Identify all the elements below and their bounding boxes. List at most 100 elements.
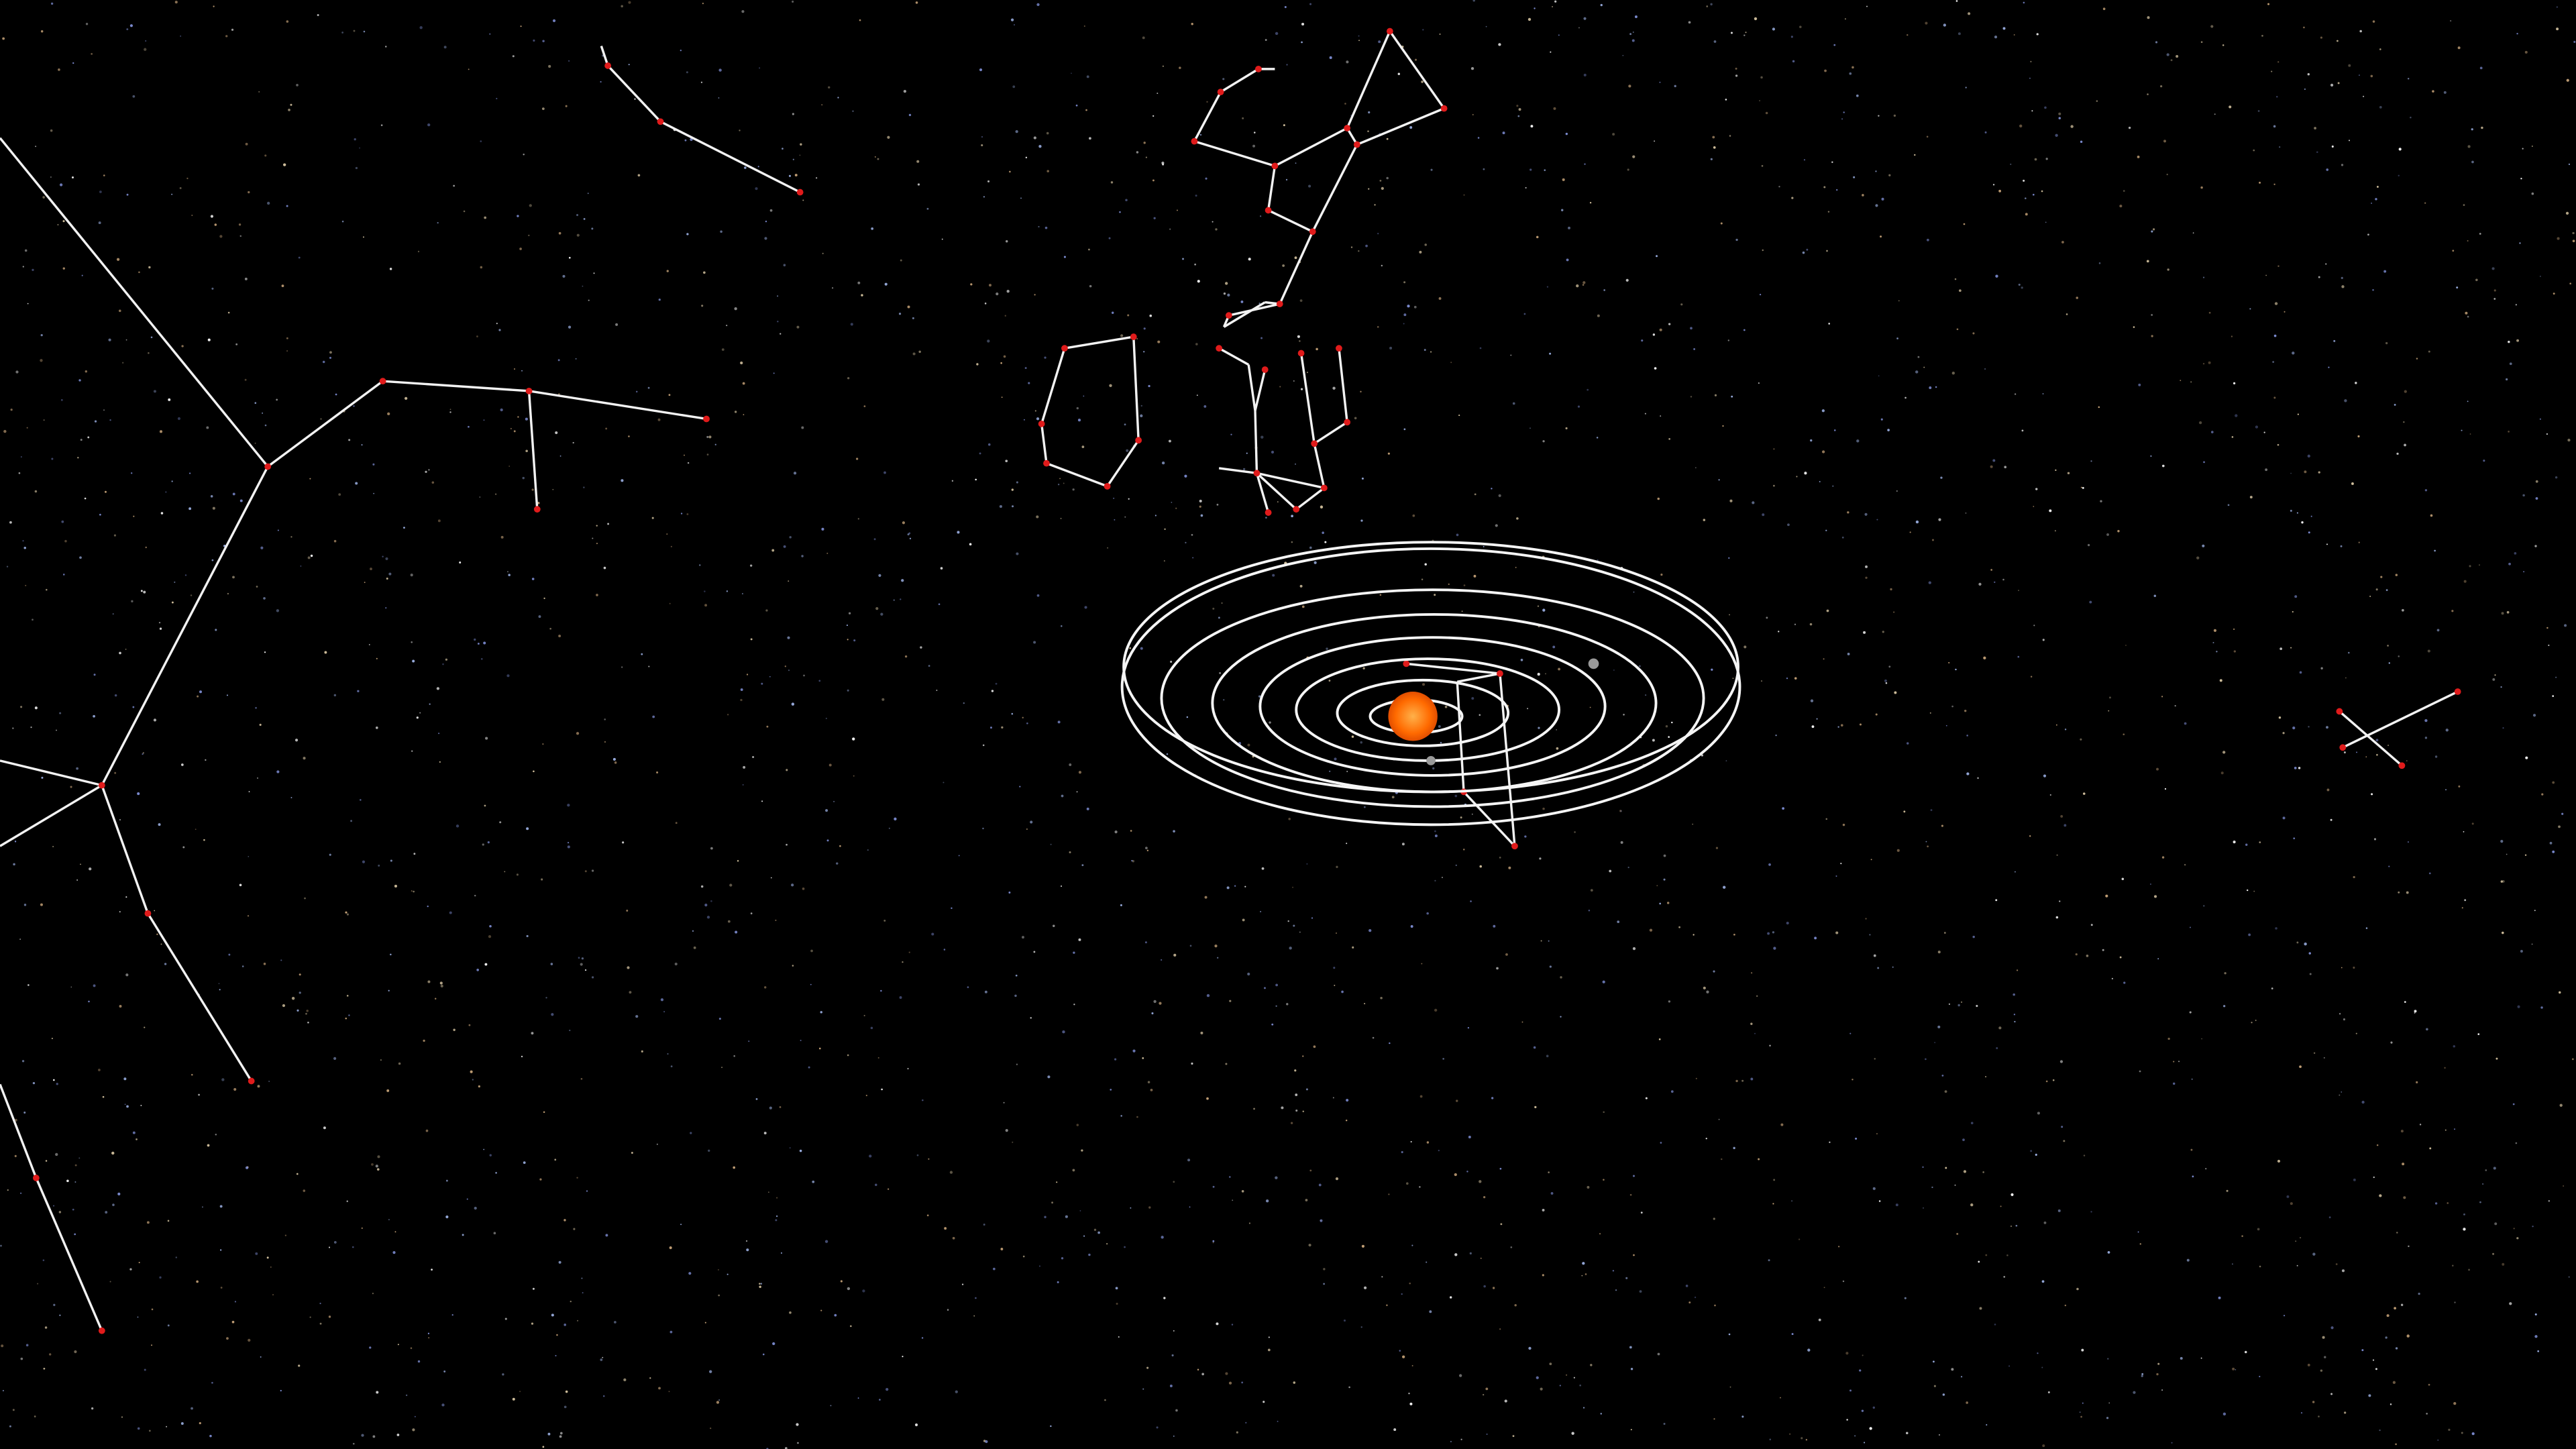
- background-star: [1260, 911, 1261, 912]
- background-star: [1855, 1137, 1858, 1140]
- background-star: [191, 1407, 193, 1410]
- background-star: [333, 1241, 337, 1244]
- background-star: [2271, 70, 2273, 72]
- background-star: [2371, 793, 2373, 796]
- background-star: [2042, 639, 2045, 641]
- constellation-star: [1344, 419, 1351, 426]
- background-star: [1888, 665, 1891, 668]
- background-star: [1938, 518, 1941, 521]
- background-star: [153, 718, 157, 722]
- background-star: [496, 97, 498, 99]
- background-star: [836, 862, 839, 865]
- background-star: [2535, 480, 2538, 483]
- background-star: [2106, 1417, 2109, 1419]
- background-star: [979, 452, 981, 455]
- background-star: [1036, 417, 1040, 421]
- background-star: [50, 129, 53, 132]
- background-star: [1663, 1423, 1666, 1426]
- background-star: [1849, 72, 1852, 75]
- background-star: [826, 552, 828, 554]
- background-star: [1619, 810, 1622, 812]
- background-star: [1205, 177, 1208, 180]
- background-star: [2492, 678, 2496, 681]
- background-star: [513, 430, 516, 433]
- background-star: [468, 1024, 471, 1026]
- background-star: [1221, 602, 1223, 604]
- background-star: [474, 638, 476, 641]
- background-star: [887, 136, 890, 139]
- background-star: [2244, 1350, 2247, 1354]
- background-star: [1929, 386, 1932, 389]
- sun-icon[interactable]: [1388, 692, 1438, 741]
- background-star: [2372, 1359, 2375, 1361]
- background-star: [196, 1280, 199, 1283]
- planet-near-sun[interactable]: [1426, 756, 1436, 765]
- background-star: [2023, 1, 2025, 4]
- background-star: [380, 1059, 382, 1061]
- background-star: [2128, 126, 2131, 129]
- background-star: [180, 1422, 184, 1426]
- background-star: [1542, 1208, 1545, 1212]
- background-star: [543, 597, 545, 600]
- background-star: [1466, 1171, 1468, 1173]
- background-star: [884, 282, 888, 286]
- background-star: [1656, 885, 1658, 887]
- constellation-star: [144, 910, 152, 917]
- background-star: [1146, 849, 1149, 852]
- background-star: [1498, 43, 1501, 46]
- background-star: [581, 957, 584, 960]
- background-star: [2200, 1357, 2202, 1359]
- background-star: [74, 1181, 76, 1183]
- background-star: [903, 90, 907, 93]
- background-star: [319, 1322, 322, 1325]
- background-star: [850, 323, 853, 326]
- background-star: [1654, 140, 1656, 142]
- background-star: [1550, 51, 1552, 53]
- background-star: [1640, 1212, 1643, 1214]
- background-star: [517, 215, 519, 217]
- background-star: [1234, 885, 1236, 887]
- background-star: [551, 1013, 554, 1016]
- background-star: [816, 177, 818, 179]
- background-star: [1200, 514, 1203, 517]
- background-star: [2398, 148, 2402, 151]
- planet-outer-right[interactable]: [1588, 658, 1599, 669]
- background-star: [1566, 1374, 1568, 1376]
- background-star: [1896, 337, 1898, 339]
- background-star: [1261, 867, 1265, 870]
- background-star: [333, 694, 337, 697]
- background-star: [687, 462, 690, 464]
- background-star: [2308, 952, 2311, 955]
- background-star: [1313, 1045, 1316, 1049]
- background-star: [1065, 1215, 1068, 1218]
- background-star: [1560, 1016, 1562, 1018]
- background-star: [2253, 890, 2255, 892]
- background-star: [991, 690, 994, 692]
- background-star: [1191, 534, 1193, 536]
- background-star: [2255, 425, 2259, 429]
- background-star: [199, 690, 203, 694]
- background-star: [64, 539, 67, 543]
- background-star: [987, 339, 990, 343]
- background-star: [1076, 1124, 1079, 1126]
- background-star: [800, 1039, 802, 1041]
- background-star: [2380, 576, 2383, 578]
- background-star: [989, 284, 991, 287]
- background-star: [1772, 28, 1776, 31]
- background-star: [1842, 823, 1845, 826]
- background-star: [741, 10, 745, 13]
- background-star: [2506, 378, 2508, 381]
- background-star: [2054, 530, 2056, 532]
- background-star: [53, 1303, 56, 1306]
- background-star: [2387, 745, 2390, 747]
- background-star: [1199, 505, 1201, 508]
- background-star: [764, 986, 767, 989]
- background-star: [541, 878, 543, 881]
- background-star: [1516, 517, 1519, 520]
- background-star: [523, 153, 525, 156]
- background-star: [175, 1256, 177, 1258]
- background-star: [2493, 1167, 2496, 1170]
- background-star: [280, 1389, 282, 1392]
